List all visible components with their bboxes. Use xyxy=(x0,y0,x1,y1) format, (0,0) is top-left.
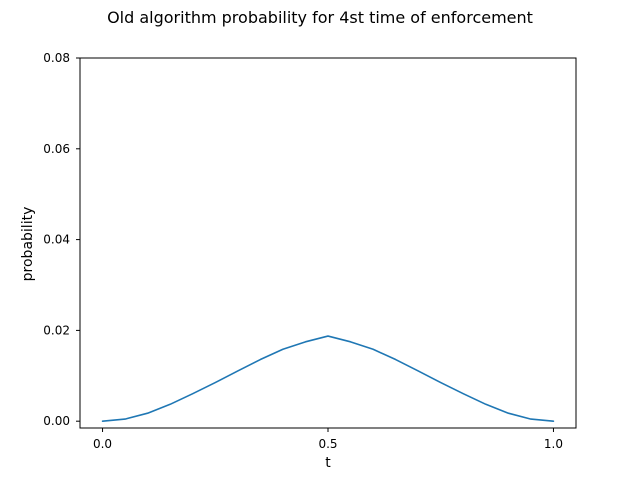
series-line-1 xyxy=(101,335,555,422)
x-axis-label: t xyxy=(325,455,331,471)
y-tick-label: 0.08 xyxy=(43,51,70,65)
y-tick-label: 0.04 xyxy=(43,233,70,247)
plot-area xyxy=(101,335,555,422)
x-tick-label: 0.0 xyxy=(93,437,112,451)
y-axis-label: probability xyxy=(20,207,36,282)
y-tick-label: 0.02 xyxy=(43,323,70,337)
x-axis-ticks: 0.0 0.5 1.0 xyxy=(93,428,563,451)
x-tick-label: 1.0 xyxy=(544,437,563,451)
y-tick-label: 0.00 xyxy=(43,414,70,428)
x-tick-label: 0.5 xyxy=(318,437,337,451)
y-tick-label: 0.06 xyxy=(43,142,70,156)
chart-title: Old algorithm probability for 4st time o… xyxy=(107,8,533,27)
plot-frame xyxy=(79,57,577,429)
y-axis-ticks: 0.00 0.02 0.04 0.06 0.08 xyxy=(43,51,80,428)
